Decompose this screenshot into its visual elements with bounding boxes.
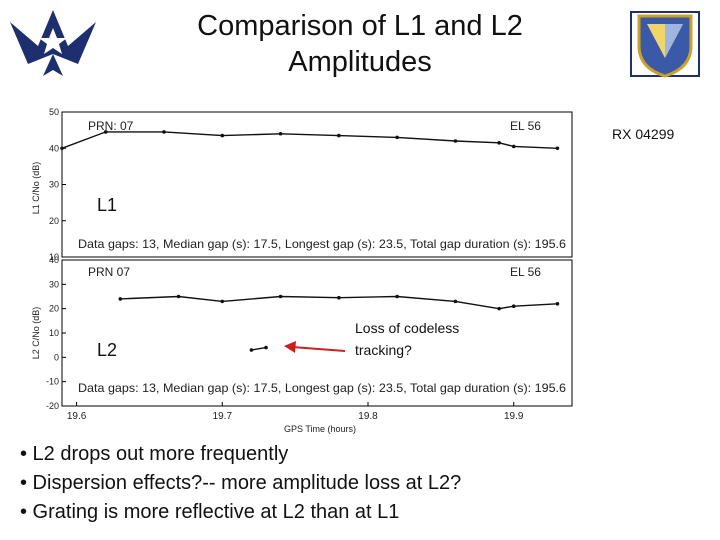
l1-data-point [162, 130, 166, 134]
bullet-item: • Grating is more reflective at L2 than … [20, 501, 400, 523]
l1-data-point [497, 141, 501, 145]
l1-data-point [555, 146, 560, 151]
annotation-text: Loss of codeless tracking? [355, 317, 495, 361]
l2-y-tick-label: 10 [49, 328, 59, 338]
l2-data-point [555, 302, 560, 306]
l1-y-tick-label: 10 [49, 252, 59, 262]
l1-panel: L1 C/No (dB) 10 20 30 40 50 PRN: 07 EL 56 Da… [31, 108, 573, 262]
l2-data-point [220, 299, 225, 304]
l2-label: L2 [97, 340, 118, 360]
l2-data-point [176, 294, 181, 299]
l1-y-tick-label: 20 [49, 216, 59, 226]
annotation-arrow [291, 346, 346, 352]
l2-data-point [118, 297, 123, 301]
l1-y-tick-label: 30 [49, 180, 59, 190]
x-axis-label: GPS Time (hours) [284, 424, 356, 434]
l1-y-tick-label: 40 [49, 143, 59, 153]
l1-data-point [453, 139, 458, 143]
x-tick-label: 19.7 [213, 411, 233, 422]
slide-title: Comparison of L1 and L2 Amplitudes [110, 8, 610, 80]
l2-stats: Data gaps: 13, Median gap (s): 17.5, Lon… [78, 381, 566, 395]
l1-ylabel: L1 C/No (dB) [31, 162, 41, 215]
l1-plot-frame [61, 111, 573, 258]
l1-y-ticks: 10 20 30 40 50 [49, 108, 66, 262]
l1-data-points [60, 130, 560, 151]
l2-data-point [511, 304, 516, 309]
annotation-arrowhead [284, 341, 296, 353]
l2-data-point [497, 306, 501, 311]
l2-data-point [337, 295, 341, 300]
l2-prn-label: PRN 07 [88, 265, 130, 279]
l1-prn-label: PRN: 07 [88, 119, 134, 133]
l2-el-label: EL 56 [510, 265, 541, 279]
x-ticks: 19.6 19.7 19.8 19.9 [67, 402, 524, 422]
bullet-item: • L2 drops out more frequently [20, 443, 289, 465]
title-line-1: Comparison of L1 and L2 [197, 10, 523, 42]
bullet-list: • L2 drops out more frequently • Dispers… [20, 440, 461, 527]
l1-label: L1 [97, 195, 118, 215]
l2-y-tick-label: 20 [49, 304, 59, 314]
l1-data-point [395, 135, 399, 140]
l1-data-point [278, 131, 283, 136]
l1-data-point [511, 144, 516, 149]
l1-series-trace [61, 131, 558, 149]
bullet-item: • Dispersion effects?-- more amplitude l… [20, 472, 462, 494]
l1-data-point [337, 133, 341, 138]
amplitude-figure: L1 C/No (dB) 10 20 30 40 50 PRN: 07 EL 56 Da… [31, 108, 573, 434]
annotation-line-2: tracking? [355, 342, 412, 358]
l2-ylabel: L2 C/No (dB) [31, 307, 41, 360]
l2-data-point [453, 299, 458, 304]
l2-data-points [118, 294, 560, 352]
l2-series-trace [251, 346, 267, 351]
x-tick-label: 19.9 [504, 411, 524, 422]
l1-el-label: EL 56 [510, 119, 541, 133]
l2-series-trace [120, 295, 558, 310]
l2-data-point [264, 345, 268, 350]
receiver-label: RX 04299 [612, 126, 675, 142]
l2-data-point [395, 294, 399, 299]
x-tick-label: 19.6 [67, 411, 87, 422]
l2-y-tick-label: 30 [49, 279, 59, 289]
l2-y-tick-label: 40 [49, 255, 59, 265]
l2-panel: L2 C/No (dB) -20 -10 0 10 20 30 40 PRN 07 EL 5… [31, 255, 573, 434]
afrl-shield-icon [630, 11, 700, 78]
l2-y-tick-label: -20 [46, 401, 59, 411]
l2-data-point [249, 348, 254, 352]
l1-data-point [60, 146, 64, 151]
l2-y-ticks: -20 -10 0 10 20 30 40 [46, 255, 66, 411]
l2-y-tick-label: -10 [46, 377, 59, 387]
title-line-2: Amplitudes [288, 46, 432, 78]
l1-data-point [220, 133, 225, 138]
l1-data-point [103, 130, 108, 134]
annotation-line-1: Loss of codeless [355, 320, 460, 336]
l2-data-point [278, 294, 283, 299]
us-air-force-wings-icon [10, 10, 96, 76]
l2-y-tick-label: 0 [54, 352, 59, 362]
x-tick-label: 19.8 [358, 411, 378, 422]
l1-y-tick-label: 50 [49, 108, 59, 117]
l1-stats: Data gaps: 13, Median gap (s): 17.5, Lon… [78, 237, 566, 251]
